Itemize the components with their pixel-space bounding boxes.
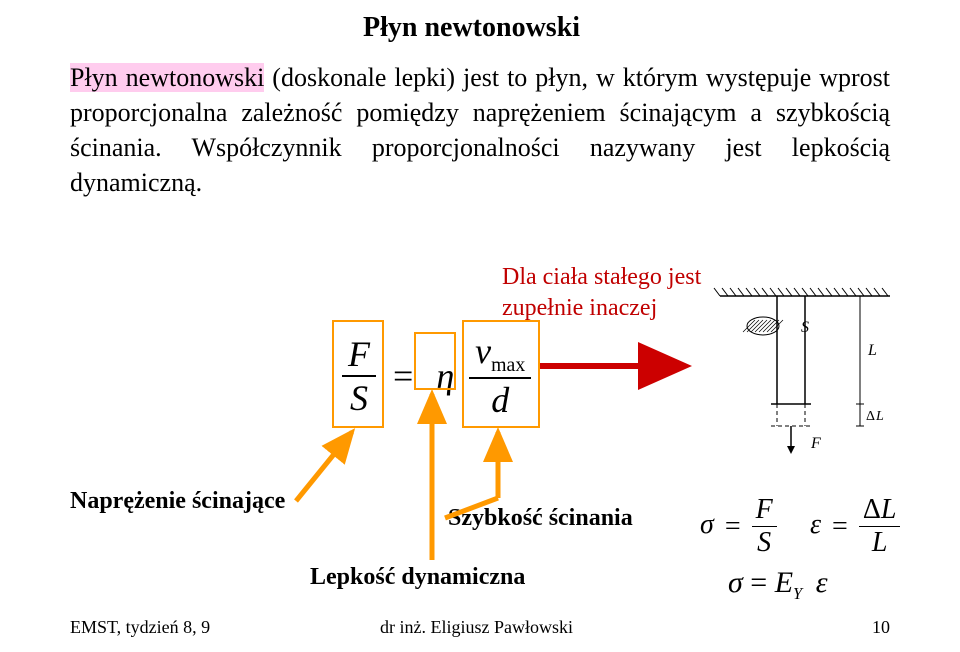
footer-left: EMST, tydzień 8, 9 [70, 617, 210, 638]
sigma-equation: σ = F S [700, 494, 777, 559]
svg-text:L: L [867, 342, 877, 359]
svg-text:L: L [875, 409, 884, 424]
footer-center: dr inż. Eligiusz Pawłowski [380, 617, 573, 638]
svg-text:F: F [810, 435, 821, 452]
epsilon-equation: ε = ΔL L [810, 494, 900, 559]
svg-text:S: S [801, 319, 809, 336]
solid-body-diagram: SLΔLF [705, 276, 905, 476]
svg-text:Δ: Δ [866, 409, 875, 424]
young-equation: σ = EY ε [728, 566, 828, 604]
footer-right: 10 [872, 617, 890, 638]
